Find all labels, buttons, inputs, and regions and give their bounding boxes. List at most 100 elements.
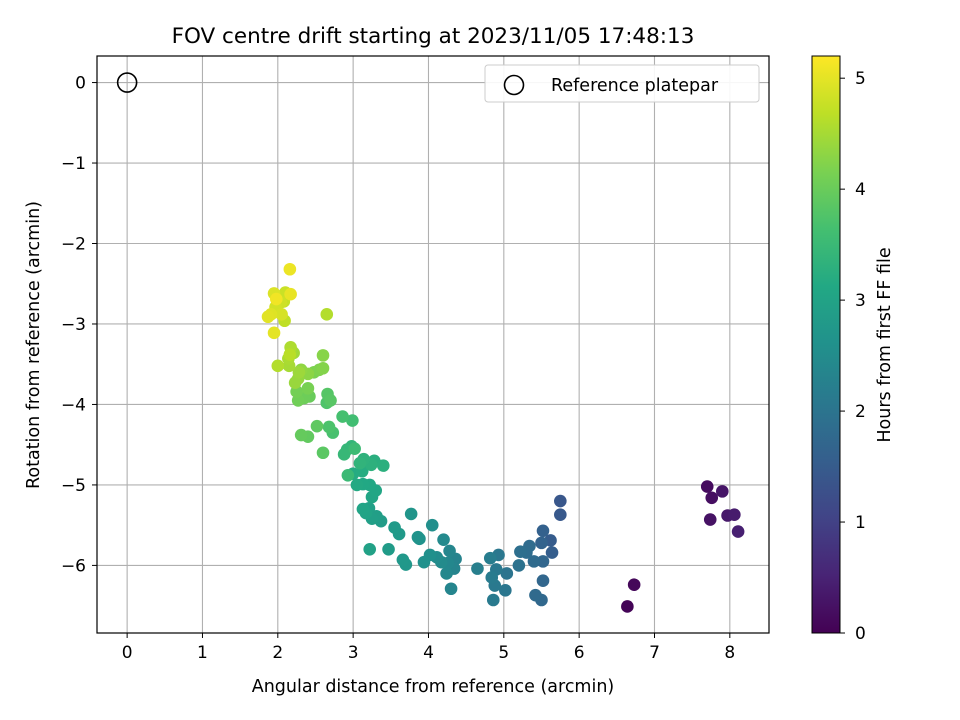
data-point — [283, 348, 297, 361]
data-point — [535, 536, 548, 550]
x-tick-label: 4 — [423, 643, 434, 663]
data-point — [483, 551, 497, 565]
data-point — [554, 508, 567, 522]
colorbar-tick-label: 1 — [855, 513, 866, 533]
data-point — [267, 326, 281, 340]
y-tick-label: 0 — [75, 74, 86, 94]
data-point — [320, 308, 334, 321]
data-point — [411, 530, 425, 544]
legend: Reference platepar — [484, 64, 760, 103]
legend-label: Reference platepar — [551, 76, 719, 96]
data-point — [301, 382, 315, 395]
data-point — [443, 544, 456, 558]
data-point — [527, 555, 541, 568]
colorbar-tick-label: 5 — [855, 69, 866, 89]
colorbar-tick-label: 0 — [855, 624, 866, 644]
y-axis-label: Rotation from reference (arcmin) — [24, 201, 44, 489]
data-point — [284, 287, 297, 301]
data-point — [444, 582, 458, 596]
data-point — [471, 562, 484, 575]
legend-marker — [503, 74, 525, 96]
y-tick-label: −3 — [61, 315, 86, 335]
data-point — [363, 543, 377, 556]
x-tick-label: 1 — [197, 643, 208, 663]
y-tick-label: −5 — [61, 476, 86, 496]
data-point — [271, 359, 285, 373]
data-point — [310, 419, 324, 433]
colorbar-label: Hours from first FF file — [875, 247, 895, 442]
data-point — [545, 546, 559, 559]
data-point — [292, 365, 306, 379]
data-point — [350, 478, 364, 492]
data-point — [348, 442, 361, 456]
data-point — [715, 485, 729, 498]
colorbar-tick-label: 4 — [855, 180, 866, 200]
data-point — [388, 521, 401, 534]
x-tick-label: 2 — [272, 643, 283, 663]
data-point — [270, 292, 283, 306]
data-point — [486, 593, 500, 607]
data-point — [417, 555, 431, 569]
y-tick-label: −2 — [61, 235, 86, 255]
data-point — [336, 410, 349, 423]
data-points — [261, 262, 745, 613]
data-point — [705, 491, 719, 505]
x-tick-label: 7 — [649, 643, 660, 663]
colorbar-gradient — [811, 55, 841, 634]
data-point — [322, 420, 336, 434]
gridlines — [97, 56, 769, 633]
data-point — [261, 310, 275, 324]
colorbar-tick-label: 2 — [855, 402, 866, 422]
x-tick-label: 8 — [724, 643, 735, 663]
data-point — [404, 507, 418, 521]
y-axis-ticks: 0 −1 −2 −3 −4 −5 −6 — [61, 74, 97, 576]
data-point — [376, 459, 390, 472]
data-point — [337, 448, 351, 461]
data-point — [514, 545, 527, 559]
data-point — [499, 584, 512, 597]
data-point — [529, 588, 542, 602]
data-point — [536, 555, 550, 568]
data-point — [440, 567, 453, 580]
data-point — [294, 428, 308, 442]
data-point — [627, 578, 641, 592]
data-point — [728, 508, 741, 522]
y-tick-label: −6 — [61, 556, 86, 576]
x-tick-label: 5 — [498, 643, 509, 663]
plot-frame — [96, 55, 770, 634]
data-point — [316, 361, 330, 375]
x-tick-label: 3 — [348, 643, 359, 663]
data-point — [731, 525, 745, 538]
y-tick-label: −4 — [61, 395, 86, 415]
x-axis-ticks: 0 1 2 3 4 5 6 7 8 — [122, 633, 735, 663]
data-point — [536, 524, 550, 538]
x-tick-label: 6 — [574, 643, 585, 663]
data-point — [700, 480, 714, 493]
data-point — [621, 600, 634, 613]
legend-box — [484, 64, 760, 103]
x-axis-label: Angular distance from reference (arcmin) — [252, 677, 615, 697]
data-point — [485, 571, 499, 584]
data-point — [346, 414, 359, 427]
data-point — [341, 468, 355, 482]
data-point — [396, 553, 410, 567]
data-point — [316, 446, 330, 460]
data-point — [437, 533, 450, 546]
data-point — [275, 308, 288, 321]
data-point — [356, 502, 370, 516]
chart-title: FOV centre drift starting at 2023/11/05 … — [172, 24, 695, 49]
data-point — [425, 518, 439, 532]
data-point — [382, 543, 395, 556]
colorbar: 0 1 2 3 4 5 Hours from first FF file — [811, 55, 895, 644]
colorbar-tick-label: 3 — [855, 291, 866, 311]
y-tick-label: −1 — [61, 154, 86, 174]
data-point — [500, 567, 514, 580]
data-point — [536, 574, 550, 587]
data-point — [283, 262, 297, 276]
data-point — [554, 494, 567, 508]
colorbar-ticks: 0 1 2 3 4 5 — [840, 69, 866, 644]
data-point — [703, 513, 717, 526]
x-tick-label: 0 — [122, 643, 133, 663]
data-point — [324, 394, 337, 407]
